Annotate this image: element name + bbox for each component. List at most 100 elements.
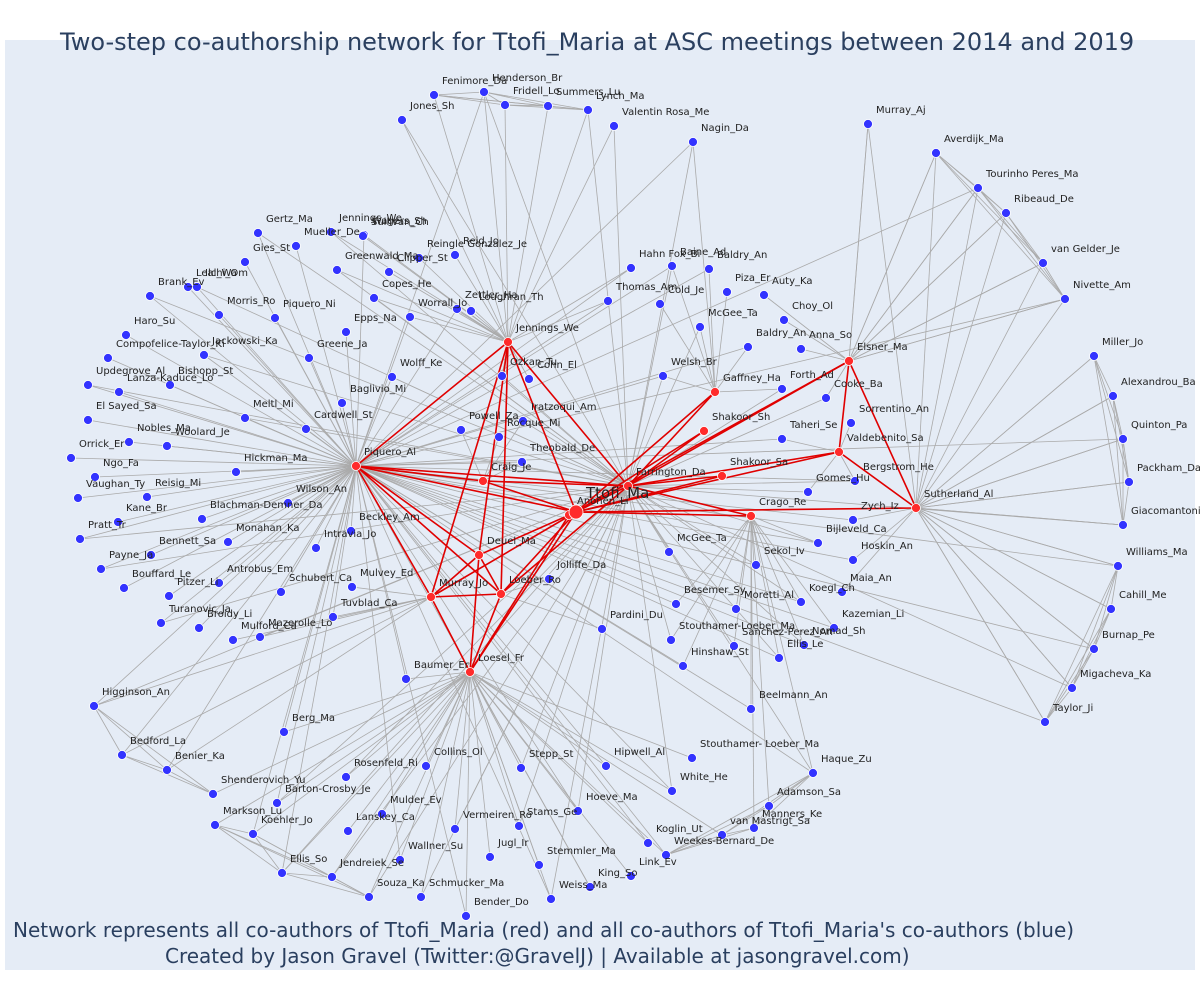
second-degree-node[interactable] xyxy=(485,852,495,862)
second-degree-node[interactable] xyxy=(83,380,93,390)
second-degree-node[interactable] xyxy=(518,416,528,426)
second-degree-node[interactable] xyxy=(162,441,172,451)
second-degree-node[interactable] xyxy=(667,261,677,271)
second-degree-node[interactable] xyxy=(671,599,681,609)
second-degree-node[interactable] xyxy=(516,763,526,773)
second-degree-node[interactable] xyxy=(1067,683,1077,693)
second-degree-node[interactable] xyxy=(626,871,636,881)
second-degree-node[interactable] xyxy=(429,90,439,100)
second-degree-node[interactable] xyxy=(667,786,677,796)
second-degree-node[interactable] xyxy=(291,241,301,251)
second-degree-node[interactable] xyxy=(1060,294,1070,304)
second-degree-node[interactable] xyxy=(661,850,671,860)
second-degree-node[interactable] xyxy=(848,515,858,525)
second-degree-node[interactable] xyxy=(543,101,553,111)
second-degree-node[interactable] xyxy=(678,661,688,671)
second-degree-node[interactable] xyxy=(1106,604,1116,614)
second-degree-node[interactable] xyxy=(1040,717,1050,727)
second-degree-node[interactable] xyxy=(90,472,100,482)
second-degree-node[interactable] xyxy=(301,424,311,434)
second-degree-node[interactable] xyxy=(450,250,460,260)
second-degree-node[interactable] xyxy=(272,798,282,808)
second-degree-node[interactable] xyxy=(494,432,504,442)
second-degree-node[interactable] xyxy=(223,537,233,547)
second-degree-node[interactable] xyxy=(461,911,471,921)
second-degree-node[interactable] xyxy=(194,623,204,633)
second-degree-node[interactable] xyxy=(214,310,224,320)
second-degree-node[interactable] xyxy=(197,514,207,524)
second-degree-node[interactable] xyxy=(210,820,220,830)
second-degree-node[interactable] xyxy=(347,582,357,592)
coauthor-node[interactable] xyxy=(465,667,475,677)
second-degree-node[interactable] xyxy=(240,413,250,423)
second-degree-node[interactable] xyxy=(664,547,674,557)
second-degree-node[interactable] xyxy=(585,882,595,892)
second-degree-node[interactable] xyxy=(208,789,218,799)
second-degree-node[interactable] xyxy=(731,604,741,614)
second-degree-node[interactable] xyxy=(803,487,813,497)
second-degree-node[interactable] xyxy=(214,578,224,588)
second-degree-node[interactable] xyxy=(369,293,379,303)
second-degree-node[interactable] xyxy=(119,583,129,593)
second-degree-node[interactable] xyxy=(401,674,411,684)
second-degree-node[interactable] xyxy=(395,855,405,865)
second-degree-node[interactable] xyxy=(746,704,756,714)
second-degree-node[interactable] xyxy=(452,304,462,314)
second-degree-node[interactable] xyxy=(397,115,407,125)
second-degree-node[interactable] xyxy=(248,829,258,839)
second-degree-node[interactable] xyxy=(695,322,705,332)
coauthor-node[interactable] xyxy=(426,592,436,602)
second-degree-node[interactable] xyxy=(384,267,394,277)
second-degree-node[interactable] xyxy=(1124,477,1134,487)
coauthor-node[interactable] xyxy=(699,426,709,436)
second-degree-node[interactable] xyxy=(96,564,106,574)
second-degree-node[interactable] xyxy=(796,597,806,607)
second-degree-node[interactable] xyxy=(1089,351,1099,361)
second-degree-node[interactable] xyxy=(114,387,124,397)
second-degree-node[interactable] xyxy=(146,550,156,560)
second-degree-node[interactable] xyxy=(863,119,873,129)
second-degree-node[interactable] xyxy=(821,393,831,403)
second-degree-node[interactable] xyxy=(466,306,476,316)
second-degree-node[interactable] xyxy=(199,350,209,360)
coauthor-node[interactable] xyxy=(710,387,720,397)
second-degree-node[interactable] xyxy=(416,892,426,902)
second-degree-node[interactable] xyxy=(255,632,265,642)
second-degree-node[interactable] xyxy=(931,148,941,158)
second-degree-node[interactable] xyxy=(658,371,668,381)
second-degree-node[interactable] xyxy=(1001,208,1011,218)
second-degree-node[interactable] xyxy=(643,838,653,848)
second-degree-node[interactable] xyxy=(777,434,787,444)
second-degree-node[interactable] xyxy=(603,296,613,306)
second-degree-node[interactable] xyxy=(749,823,759,833)
second-degree-node[interactable] xyxy=(1108,391,1118,401)
second-degree-node[interactable] xyxy=(231,467,241,477)
second-degree-node[interactable] xyxy=(66,453,76,463)
second-degree-node[interactable] xyxy=(514,821,524,831)
coauthor-node[interactable] xyxy=(746,511,756,521)
coauthor-node[interactable] xyxy=(717,471,727,481)
coauthor-node[interactable] xyxy=(478,476,488,486)
coauthor-node[interactable] xyxy=(623,481,633,491)
second-degree-node[interactable] xyxy=(517,457,527,467)
second-degree-node[interactable] xyxy=(601,761,611,771)
second-degree-node[interactable] xyxy=(253,228,263,238)
second-degree-node[interactable] xyxy=(240,257,250,267)
second-degree-node[interactable] xyxy=(414,253,424,263)
second-degree-node[interactable] xyxy=(164,591,174,601)
second-degree-node[interactable] xyxy=(341,327,351,337)
second-degree-node[interactable] xyxy=(848,555,858,565)
second-degree-node[interactable] xyxy=(583,105,593,115)
second-degree-node[interactable] xyxy=(666,635,676,645)
second-degree-node[interactable] xyxy=(764,801,774,811)
second-degree-node[interactable] xyxy=(277,868,287,878)
second-degree-node[interactable] xyxy=(73,493,83,503)
second-degree-node[interactable] xyxy=(655,299,665,309)
second-degree-node[interactable] xyxy=(846,418,856,428)
second-degree-node[interactable] xyxy=(544,574,554,584)
coauthor-node[interactable] xyxy=(844,356,854,366)
second-degree-node[interactable] xyxy=(341,772,351,782)
second-degree-node[interactable] xyxy=(1089,644,1099,654)
second-degree-node[interactable] xyxy=(456,425,466,435)
second-degree-node[interactable] xyxy=(279,727,289,737)
